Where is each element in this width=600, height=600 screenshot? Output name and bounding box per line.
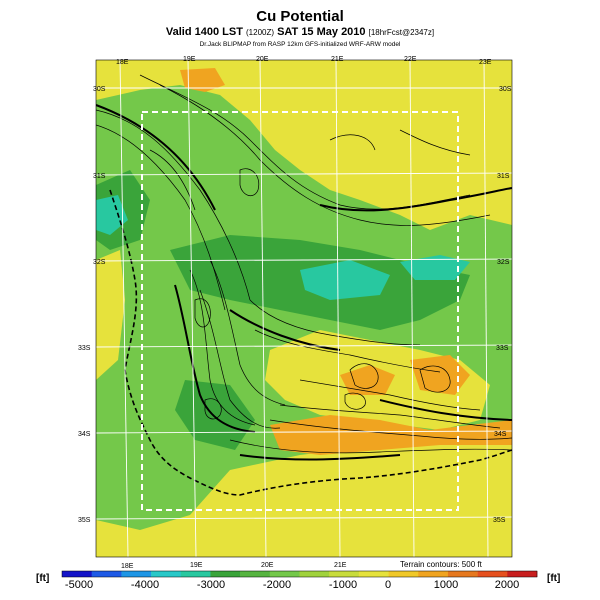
- colorbar-swatch: [121, 571, 152, 577]
- domain-box: [141, 111, 459, 511]
- colorbar-swatch: [477, 571, 508, 577]
- colorbar-swatch: [358, 571, 389, 577]
- colorbar-tick-label: 0: [384, 579, 392, 591]
- colorbar-swatch: [388, 571, 419, 577]
- lon-label-top: 18E: [116, 59, 129, 66]
- lon-label-top: 22E: [404, 56, 417, 63]
- colorbar-swatch: [418, 571, 449, 577]
- lat-label-right: 35S: [493, 517, 506, 524]
- colorbar-swatch: [62, 571, 92, 577]
- colorbar-swatch: [180, 571, 211, 577]
- colorbar-tick-label: -1000: [328, 579, 358, 591]
- yellow-region-west-coast: [96, 250, 125, 380]
- teal-region-east: [400, 255, 470, 280]
- yellow-region-north: [96, 60, 512, 230]
- colorbar-tick-label: -2000: [262, 579, 292, 591]
- colorbar-tick-label: -4000: [130, 579, 160, 591]
- lat-label-right: 30S: [499, 86, 512, 93]
- colorbar-swatch: [447, 571, 478, 577]
- lat-label-left: 35S: [78, 517, 91, 524]
- orange-region-patch-2: [410, 355, 470, 395]
- colorbar-swatch: [329, 571, 360, 577]
- lat-label-right: 32S: [497, 259, 510, 266]
- lon-label-top: 23E: [479, 59, 492, 66]
- lon-label-top: 20E: [256, 56, 269, 63]
- yellow-region-south: [96, 440, 512, 557]
- lat-label-left: 32S: [93, 259, 106, 266]
- colorbar-swatch: [91, 571, 122, 577]
- map-subtitle: Valid 1400 LST (1200Z) SAT 15 May 2010 […: [0, 26, 600, 38]
- valid-time: Valid 1400 LST: [165, 26, 243, 38]
- lat-label-left: 30S: [93, 86, 106, 93]
- lon-label-bottom: 19E: [190, 562, 203, 569]
- lat-label-right: 34S: [494, 431, 507, 438]
- orange-region-south: [270, 415, 512, 455]
- lat-label-left: 31S: [93, 173, 106, 180]
- lon-label-bottom: 21E: [334, 562, 347, 569]
- lat-label-right: 33S: [496, 345, 509, 352]
- lon-label-bottom: 20E: [261, 562, 274, 569]
- map-title: Cu Potential: [256, 8, 344, 25]
- colorbar-unit-left: [ft]: [36, 573, 50, 584]
- utc-time: (1200Z): [246, 28, 275, 37]
- orange-region-patch-3: [180, 68, 225, 92]
- colorbar-tick-label: -5000: [64, 579, 94, 591]
- lon-label-bottom: 18E: [121, 563, 134, 570]
- colorbar-swatch: [151, 571, 182, 577]
- valid-date: SAT 15 May 2010: [277, 26, 366, 38]
- colorbar-tick-label: -3000: [196, 579, 226, 591]
- teal-region-west: [96, 195, 128, 235]
- orange-region-patch-1: [340, 365, 395, 395]
- map-border: [95, 59, 513, 558]
- colorbar-tick-label: 1000: [433, 579, 459, 591]
- colorbar-border: [61, 570, 538, 578]
- lon-label-top: 21E: [331, 56, 344, 63]
- lat-label-left: 34S: [78, 431, 91, 438]
- coastline: [109, 189, 512, 496]
- lat-lon-grid: [96, 60, 512, 557]
- model-credit: Dr.Jack BLIPMAP from RASP 12km GFS-initi…: [199, 41, 401, 48]
- lat-label-left: 33S: [78, 345, 91, 352]
- terrain-contour-note: Terrain contours: 500 ft: [400, 560, 482, 569]
- colorbar-swatch: [269, 571, 300, 577]
- lat-label-right: 31S: [497, 173, 510, 180]
- colorbar: [61, 570, 538, 578]
- teal-region-central: [300, 260, 390, 300]
- lon-label-top: 19E: [183, 56, 196, 63]
- colorbar-tick-label: 2000: [494, 579, 520, 591]
- colorbar-swatch: [507, 571, 538, 577]
- forecast-info: [18hrFcst@2347z]: [368, 28, 435, 37]
- colorbar-unit-right: [ft]: [547, 573, 561, 584]
- colorbar-swatch: [240, 571, 271, 577]
- thick-terrain-contours: [96, 104, 512, 461]
- colorbar-swatch: [299, 571, 330, 577]
- colorbar-swatch: [210, 571, 241, 577]
